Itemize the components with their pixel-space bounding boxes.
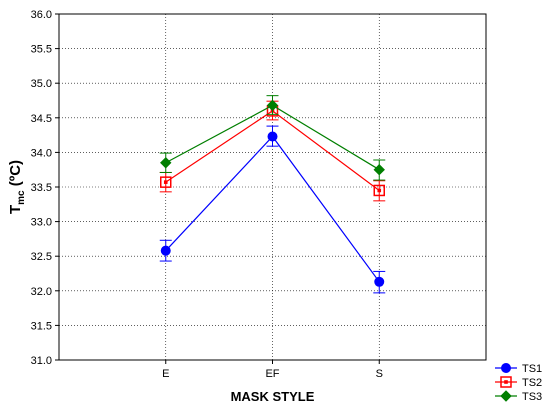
- y-tick-label: 32.5: [31, 251, 52, 263]
- series-ts3: [159, 95, 386, 181]
- legend-label: TS3: [522, 391, 542, 403]
- y-tick-label: 31.0: [31, 355, 52, 367]
- data-point-center: [377, 188, 382, 193]
- x-tick-label: E: [162, 368, 169, 380]
- y-tick-label: 35.5: [31, 44, 52, 56]
- data-point-box: [373, 184, 385, 197]
- legend-item-ts3: TS3: [495, 390, 542, 403]
- grid-lines: [59, 14, 486, 360]
- y-axis-title: Tmc (ºC): [7, 160, 27, 214]
- x-tick-label: S: [376, 368, 383, 380]
- data-point: [374, 276, 385, 287]
- series-layer: [159, 95, 386, 294]
- x-axis-title: MASK STYLE: [231, 389, 315, 404]
- legend-swatch-marker-box: [500, 376, 512, 388]
- y-tick-label: 34.0: [31, 147, 52, 159]
- legend-label: TS2: [522, 377, 542, 389]
- y-axis-title-subscript: mc: [16, 190, 27, 205]
- legend-item-ts2: TS2: [495, 376, 542, 389]
- y-tick-label: 36.0: [31, 9, 52, 21]
- legend-swatch-marker: [501, 363, 511, 373]
- data-point-center: [163, 180, 168, 184]
- x-axis: E EF S: [162, 360, 383, 380]
- data-point: [160, 176, 172, 188]
- data-point: [160, 245, 171, 256]
- x-tick-label: EF: [265, 368, 279, 380]
- data-point: [267, 131, 278, 142]
- series-ts1: [159, 125, 386, 294]
- y-tick-label: 32.0: [31, 286, 52, 298]
- y-axis-title-main: T: [7, 205, 24, 214]
- data-point: [266, 99, 279, 112]
- legend-swatch-marker: [500, 390, 512, 402]
- y-tick-label: 31.5: [31, 320, 52, 332]
- data-point: [160, 157, 172, 169]
- y-tick-label: 33.5: [31, 182, 52, 194]
- y-axis: 31.0 31.5 32.0 32.5 33.0 33.5 34.0 34.5 35.0 35.5…: [31, 9, 59, 367]
- y-tick-label: 34.5: [31, 113, 52, 125]
- legend-swatch-marker: [500, 376, 512, 388]
- data-point: [373, 184, 385, 197]
- data-point-box: [160, 176, 172, 188]
- legend-item-ts1: TS1: [495, 363, 542, 375]
- y-tick-label: 35.0: [31, 78, 52, 90]
- y-tick-label: 33.0: [31, 217, 52, 229]
- y-axis-title-unit: (ºC): [7, 160, 24, 190]
- legend-swatch-marker-center: [504, 380, 508, 384]
- legend: TS1 TS2 TS3: [495, 363, 542, 403]
- legend-label: TS1: [522, 363, 542, 375]
- data-point: [373, 163, 385, 176]
